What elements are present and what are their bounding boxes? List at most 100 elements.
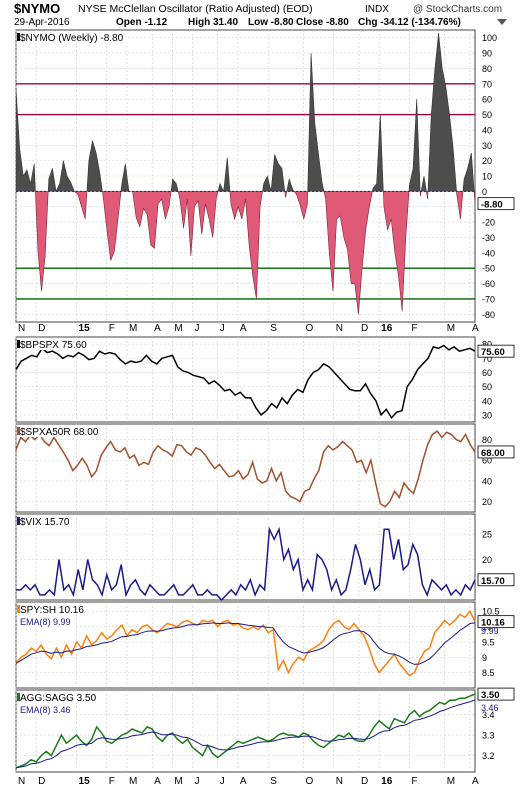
- ema-title-background: [17, 615, 76, 627]
- x-tick-label: 16: [381, 776, 393, 787]
- y-tick-label: 20: [482, 555, 492, 565]
- change-value: Chg -34.12 (-134.76%): [358, 17, 461, 28]
- y-tick-label: 10.5: [482, 607, 500, 617]
- x-tick-label: O: [306, 323, 314, 334]
- x-tick-label: J: [195, 776, 200, 787]
- panel-title: AGG:SAGG 3.50: [20, 693, 97, 704]
- y-tick-label: 8.5: [482, 668, 495, 678]
- x-tick-label: M: [174, 776, 182, 787]
- y-tick-label: 80: [482, 64, 492, 74]
- panel-title: SPY:SH 10.16: [20, 605, 84, 616]
- x-tick-label: 15: [79, 323, 91, 334]
- series-swatch-icon: [17, 427, 20, 435]
- x-tick-label: F: [411, 776, 417, 787]
- current-value-box: [477, 197, 515, 211]
- title-background: [17, 338, 92, 350]
- x-tick-label: S: [270, 776, 277, 787]
- x-tick-label: M: [174, 323, 182, 334]
- ema-title-background: [17, 703, 76, 715]
- x-tick-label: N: [18, 323, 25, 334]
- y-tick-label: -80: [482, 310, 495, 320]
- y-tick-label: 30: [482, 410, 492, 420]
- y-tick-label: 50: [482, 382, 492, 392]
- series-swatch-icon: [17, 517, 20, 525]
- current-value-box: [477, 573, 515, 587]
- current-value-box: [477, 344, 515, 358]
- y-tick-label: 9: [482, 653, 487, 663]
- y-tick-label: 60: [482, 368, 492, 378]
- y-tick-label: 40: [482, 396, 492, 406]
- y-tick-label: -20: [482, 218, 495, 228]
- chart-panel-3: 80 60 40 20 $SPXA50R 68.00 68.00: [15, 423, 515, 513]
- y-tick-label: -40: [482, 248, 495, 258]
- current-value-label: 68.00: [481, 448, 505, 459]
- x-tick-label: D: [361, 776, 368, 787]
- current-value-box: [477, 615, 515, 629]
- x-tick-label: M: [129, 776, 137, 787]
- title-background: [17, 425, 104, 437]
- open-value: Open -1.12: [116, 17, 168, 28]
- panel-title: $SPXA50R 68.00: [20, 427, 99, 438]
- x-tick-label: A: [240, 776, 247, 787]
- ema-title: EMA(8) 3.46: [20, 705, 71, 715]
- exchange-label: INDX: [365, 4, 389, 15]
- x-tick-label: D: [361, 323, 368, 334]
- y-tick-label: 20: [482, 497, 492, 507]
- ema-line: [15, 699, 476, 769]
- y-tick-label: 80: [482, 435, 492, 445]
- y-tick-label: 40: [482, 476, 492, 486]
- title-background: [17, 603, 89, 615]
- y-tick-label: 20: [482, 156, 492, 166]
- positive-area: [16, 33, 475, 192]
- y-tick-label: 0: [482, 187, 487, 197]
- y-tick-label: 9.5: [482, 637, 495, 647]
- series-swatch-icon: [17, 605, 20, 613]
- current-value-label: 15.70: [481, 576, 505, 587]
- x-tick-label: M: [447, 323, 455, 334]
- y-tick-label: -50: [482, 264, 495, 274]
- ema-line: [15, 622, 476, 665]
- negative-area: [16, 191, 475, 315]
- current-value-label: 3.50: [481, 690, 500, 701]
- y-tick-label: 60: [482, 456, 492, 466]
- quote-date: 29-Apr-2016: [14, 17, 70, 28]
- x-tick-label: M: [129, 323, 137, 334]
- x-tick-label: N: [336, 776, 343, 787]
- x-tick-label: D: [38, 776, 45, 787]
- series-swatch-icon: [17, 693, 20, 701]
- chevron-down-icon[interactable]: [497, 19, 507, 25]
- y-tick-label: 25: [482, 530, 492, 540]
- y-tick-label: 3.4: [482, 710, 495, 720]
- current-value-label: -8.80: [481, 200, 503, 211]
- symbol-name: NYSE McClellan Oscillator (Ratio Adjuste…: [78, 3, 313, 15]
- series-line: [15, 430, 476, 508]
- title-background: [17, 691, 102, 703]
- y-tick-label: -30: [482, 233, 495, 243]
- y-tick-label: 3.3: [482, 731, 495, 741]
- x-tick-label: A: [154, 323, 161, 334]
- x-tick-label: J: [220, 776, 225, 787]
- series-line: [16, 526, 476, 602]
- y-tick-label: 70: [482, 79, 492, 89]
- y-tick-label: 60: [482, 95, 492, 105]
- x-tick-label: O: [306, 776, 314, 787]
- chart-panel-4: 25 20 $VIX 15.70 15.70: [15, 513, 515, 602]
- chart-panel-1: 1009080706050403020100-10-20-30-40-50-60…: [15, 29, 515, 334]
- x-tick-label: M: [447, 776, 455, 787]
- ema-title: EMA(8) 9.99: [20, 617, 71, 627]
- x-tick-label: 16: [381, 323, 393, 334]
- series-swatch-icon: [17, 340, 20, 348]
- x-tick-label: F: [411, 323, 417, 334]
- x-tick-label: N: [336, 323, 343, 334]
- high-value: High 31.40: [188, 17, 238, 28]
- close-value: Close -8.80: [296, 17, 349, 28]
- y-tick-label: 100: [482, 33, 497, 43]
- y-tick-label: -60: [482, 279, 495, 289]
- x-tick-label: A: [472, 776, 479, 787]
- series-line: [15, 344, 476, 420]
- x-tick-label: A: [472, 323, 479, 334]
- symbol-title: $NYMO: [14, 1, 60, 16]
- x-tick-label: N: [18, 776, 25, 787]
- y-tick-label: 40: [482, 125, 492, 135]
